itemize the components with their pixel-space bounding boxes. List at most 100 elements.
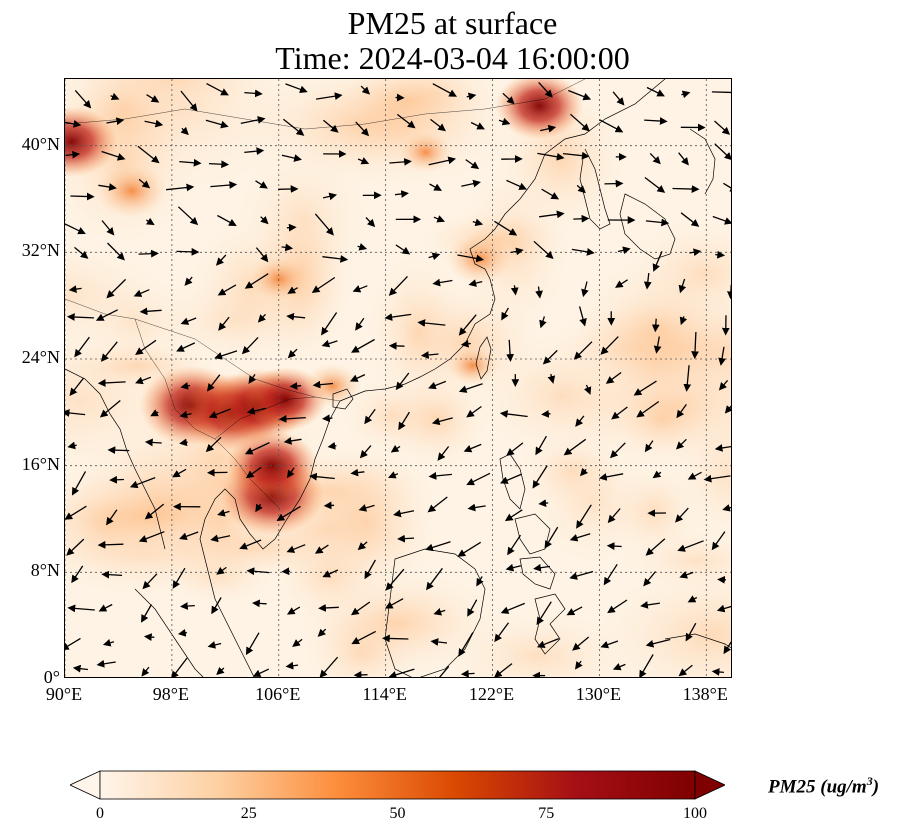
wind-arrow: [351, 630, 377, 645]
wind-arrow: [71, 565, 84, 584]
wind-arrow: [246, 567, 270, 576]
wind-arrow: [537, 152, 565, 161]
wind-arrow: [357, 157, 370, 165]
wind-arrow: [135, 339, 157, 355]
wind-arrow: [683, 365, 692, 392]
wind-arrow: [365, 217, 376, 228]
wind-arrow: [644, 176, 666, 193]
wind-arrow: [360, 85, 371, 95]
wind-arrow: [499, 410, 528, 418]
wind-arrow: [359, 445, 372, 459]
wind-arrow: [65, 223, 86, 235]
wind-arrow: [210, 534, 231, 543]
wind-arrow: [206, 374, 221, 392]
wind-arrow: [600, 640, 619, 649]
wind-arrow: [311, 276, 336, 293]
wind-arrow: [72, 664, 88, 673]
wind-arrow: [430, 118, 446, 132]
wind-arrow: [240, 116, 266, 125]
wind-arrow: [141, 666, 150, 677]
wind-arrow: [649, 152, 661, 165]
wind-arrow: [389, 158, 412, 166]
wind-arrow: [107, 446, 130, 455]
wind-arrow: [206, 83, 229, 96]
wind-arrow: [352, 285, 368, 293]
wind-arrow: [172, 567, 186, 589]
wind-arrow: [428, 380, 447, 390]
wind-arrow: [95, 309, 118, 321]
wind-arrow: [500, 473, 522, 484]
wind-arrow: [357, 243, 368, 251]
wind-arrow: [679, 316, 688, 326]
wind-arrow: [102, 639, 115, 647]
wind-arrow: [255, 180, 268, 189]
longitude-tick-label: 138°E: [682, 684, 728, 704]
wind-arrow: [138, 178, 151, 189]
wind-arrow: [457, 254, 485, 263]
wind-arrow: [689, 248, 702, 257]
wind-arrow: [106, 509, 118, 526]
wind-arrow: [109, 475, 124, 484]
wind-arrow: [645, 218, 670, 227]
latitude-tick-label: 8°N: [30, 560, 60, 581]
wind-arrow: [535, 435, 547, 456]
wind-arrow: [536, 601, 552, 626]
wind-arrow: [644, 440, 654, 453]
wind-arrow: [180, 602, 195, 610]
pm25-hotspot: [398, 131, 453, 174]
wind-arrow: [571, 248, 595, 256]
wind-arrow: [67, 604, 95, 613]
wind-arrow: [723, 641, 731, 655]
wind-arrow: [636, 400, 660, 418]
colorbar-label-close: ): [872, 776, 880, 798]
wind-arrow: [282, 118, 305, 136]
wind-arrow: [723, 182, 731, 193]
wind-arrow: [578, 306, 587, 327]
wind-arrow: [215, 254, 227, 266]
wind-arrow: [179, 410, 192, 419]
map-plot-area: [64, 78, 732, 678]
wind-arrow: [184, 276, 193, 286]
wind-arrow: [283, 437, 302, 445]
wind-arrow: [255, 503, 263, 513]
wind-arrow: [724, 405, 731, 414]
wind-arrow: [494, 220, 518, 236]
wind-arrow: [599, 119, 624, 133]
wind-arrow: [252, 599, 267, 608]
wind-arrow: [218, 316, 230, 331]
wind-arrow: [217, 509, 230, 517]
wind-arrow: [493, 663, 513, 677]
wind-arrow: [216, 666, 225, 676]
wind-arrow: [675, 507, 689, 523]
wind-arrow: [138, 249, 159, 258]
wind-arrow: [653, 336, 662, 354]
wind-arrow: [321, 339, 338, 348]
pm25-hotspot: [447, 346, 498, 385]
wind-arrow: [541, 188, 560, 200]
pm25-hotspot: [303, 363, 362, 409]
wind-arrow: [350, 468, 365, 477]
wind-arrow: [67, 441, 77, 450]
wind-arrow: [714, 143, 731, 161]
wind-arrow: [180, 317, 197, 325]
wind-arrow: [714, 444, 731, 452]
wind-arrow: [355, 121, 370, 137]
wind-arrow: [321, 312, 338, 336]
wind-arrow: [74, 336, 90, 358]
graticule: [65, 79, 731, 677]
wind-arrow: [494, 622, 510, 643]
colorbar-gradient: [70, 770, 725, 800]
wind-arrow: [711, 531, 726, 551]
wind-arrow: [538, 81, 553, 98]
longitude-tick-label: 122°E: [468, 684, 515, 704]
wind-arrow: [355, 317, 365, 331]
colorbar: [70, 770, 725, 800]
wind-arrow: [603, 563, 618, 586]
colorbar-tick-label: 50: [389, 805, 406, 822]
longitude-tick-label: 130°E: [575, 684, 621, 704]
wind-arrow: [217, 284, 237, 296]
wind-arrow: [144, 438, 162, 447]
wind-arrow: [569, 113, 590, 132]
wind-arrow: [385, 568, 405, 591]
wind-arrow: [144, 119, 164, 128]
